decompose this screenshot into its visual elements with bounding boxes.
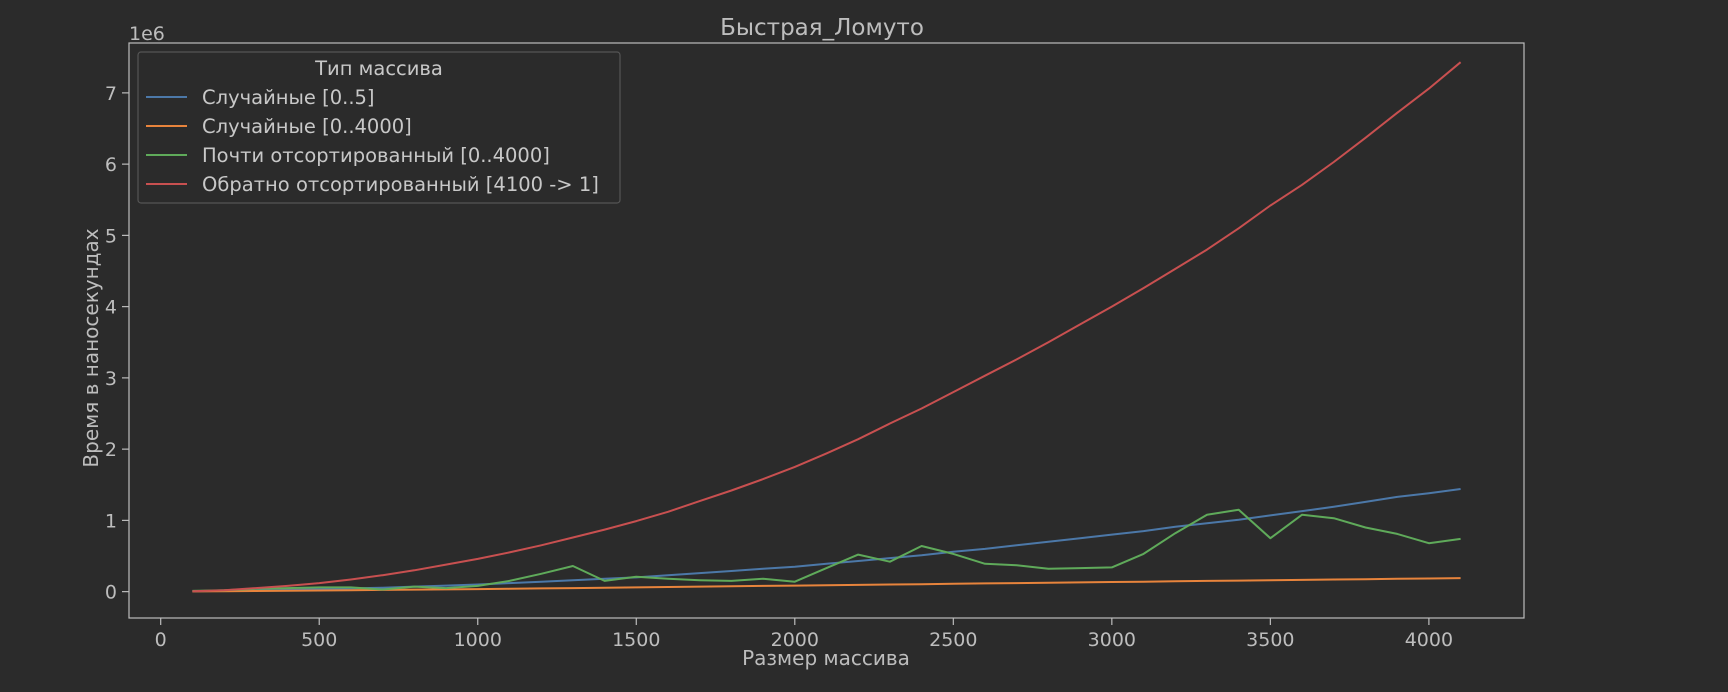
x-tick-label: 3500 <box>1246 629 1294 651</box>
chart-title: Быстрая_Ломуто <box>720 15 924 41</box>
x-axis-title: Размер массива <box>742 646 910 670</box>
y-tick-label: 7 <box>105 83 117 105</box>
x-tick-label: 2000 <box>771 629 819 651</box>
y-tick-label: 5 <box>105 225 117 247</box>
legend-label: Случайные [0..4000] <box>202 115 412 138</box>
series-line <box>192 577 1461 593</box>
legend: Тип массива Случайные [0..5] Случайные [0.… <box>137 51 621 204</box>
plot-frame <box>128 42 1525 619</box>
x-tick-label: 1500 <box>612 629 660 651</box>
y-tick-label: 4 <box>105 297 117 319</box>
y-multiplier-label: 1e6 <box>129 23 165 45</box>
legend-title: Тип массива <box>314 57 443 80</box>
x-tick-label: 4000 <box>1405 629 1453 651</box>
x-tick-label: 2500 <box>929 629 977 651</box>
x-tick-label: 3000 <box>1088 629 1136 651</box>
series-line <box>192 61 1462 593</box>
y-tick-label: 6 <box>105 154 117 176</box>
legend-box <box>137 51 621 204</box>
y-axis-title: Время в наносекундах <box>79 228 103 467</box>
legend-label: Случайные [0..5] <box>202 86 375 109</box>
x-tick-label: 1000 <box>454 629 502 651</box>
y-tick-label: 0 <box>105 582 117 604</box>
series-line <box>192 508 1461 592</box>
plot-area: 0 500 1000 1500 2000 2500 3000 3500 4000 0 1 2 3 4 5 6 7 <box>105 42 1525 651</box>
y-tick-label: 3 <box>105 368 117 390</box>
x-tick-label: 500 <box>301 629 337 651</box>
y-tick-label: 2 <box>105 439 117 461</box>
x-tick-label: 0 <box>155 629 167 651</box>
y-tick-label: 1 <box>105 510 117 532</box>
legend-label: Почти отсортированный [0..4000] <box>202 144 550 167</box>
legend-label: Обратно отсортированный [4100 -> 1] <box>202 173 599 196</box>
